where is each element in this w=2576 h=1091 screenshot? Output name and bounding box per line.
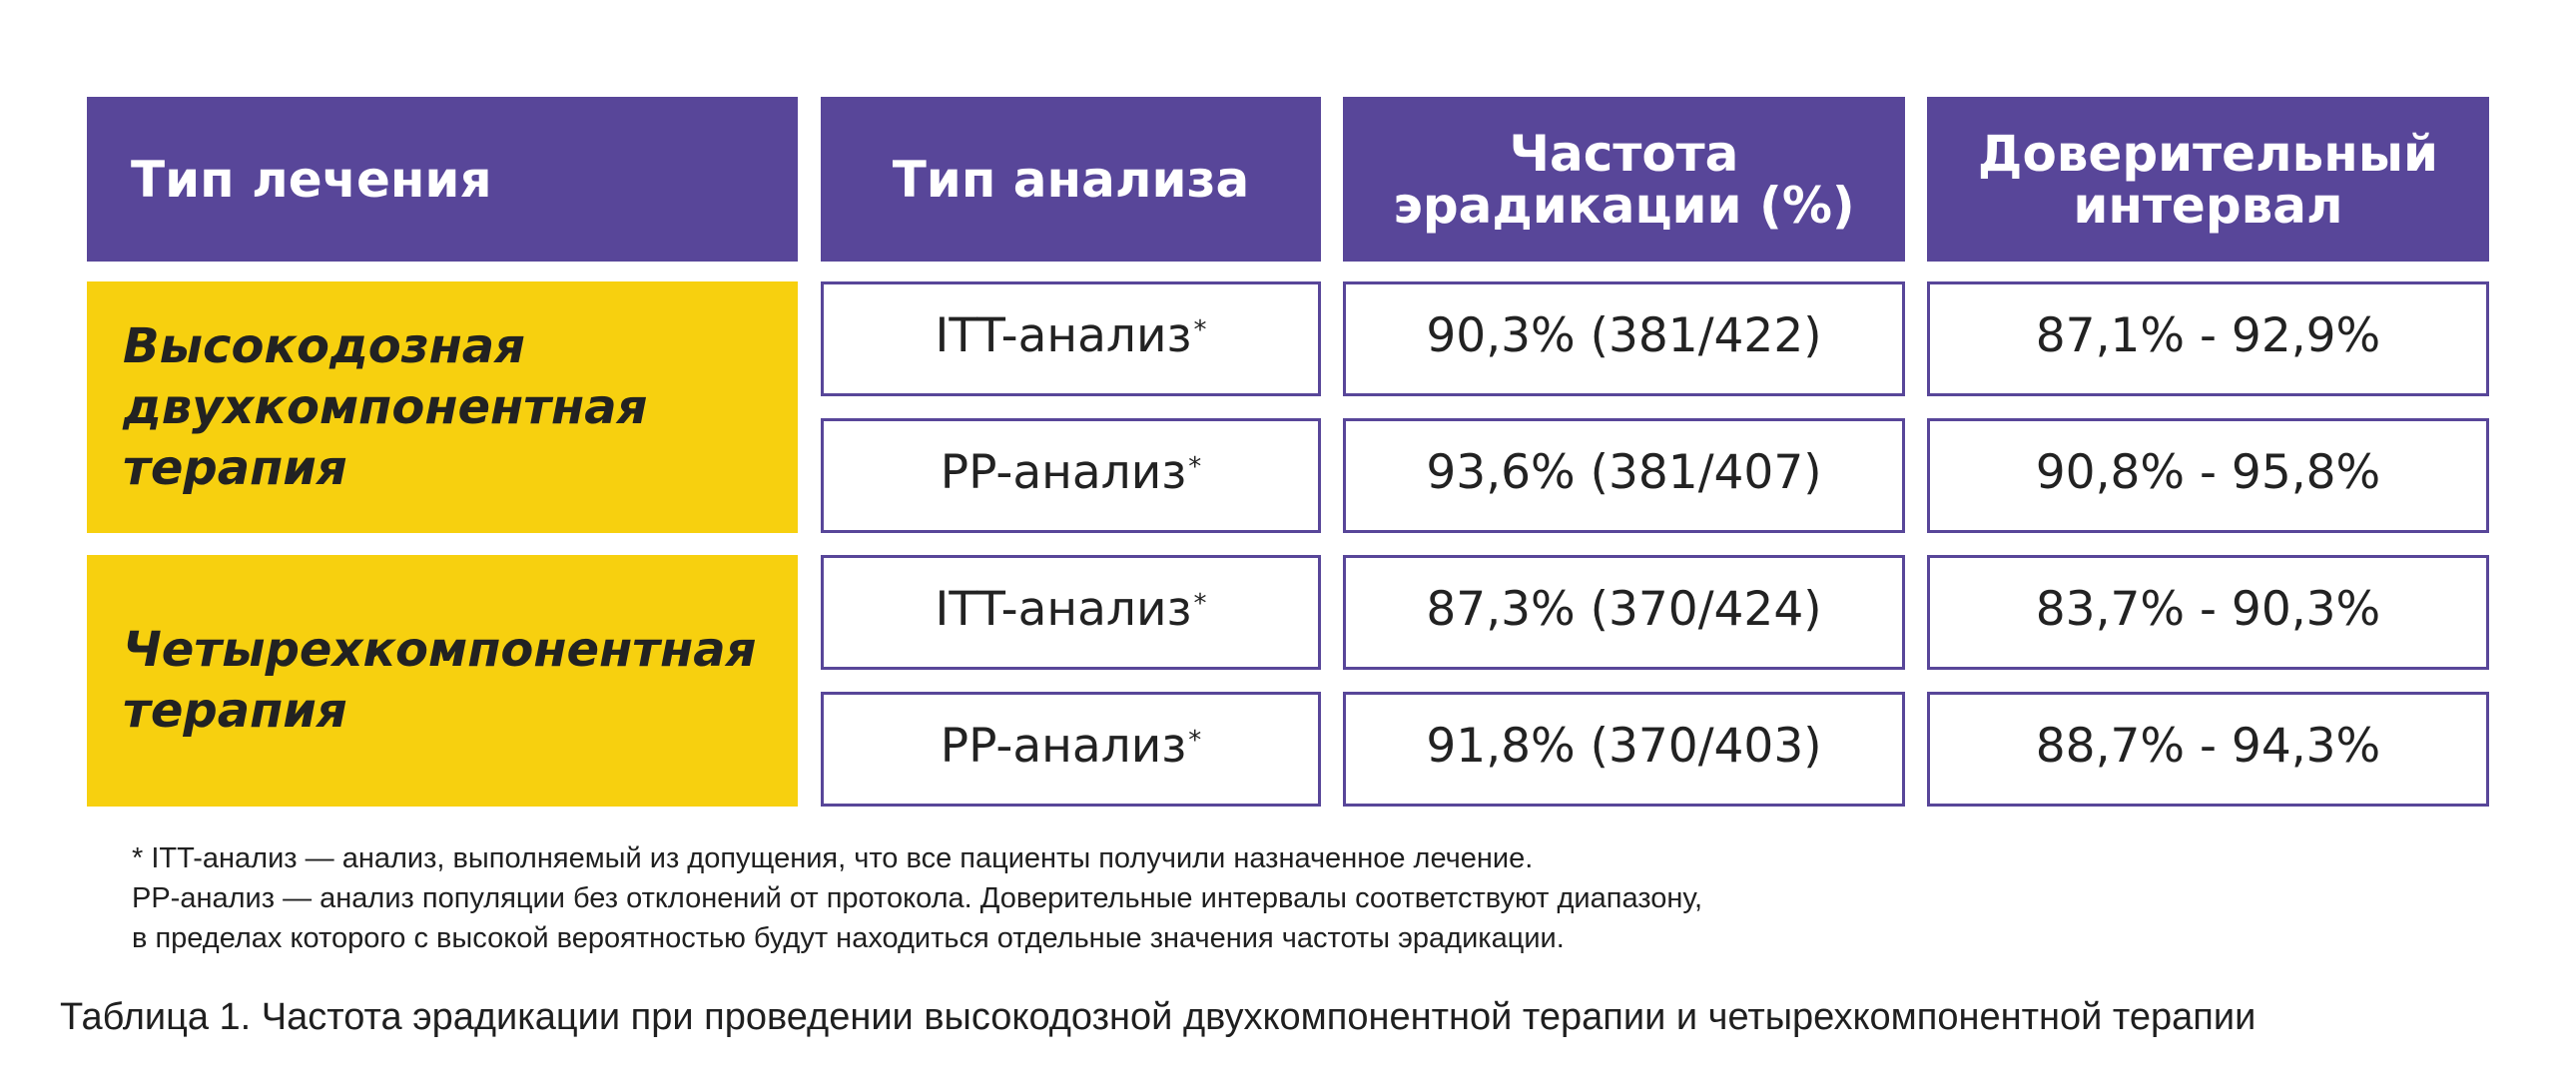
table-caption: Таблица 1. Частота эрадикации при провед… xyxy=(60,996,2256,1038)
table-cell-ci: 90,8% - 95,8% xyxy=(1927,418,2489,533)
group-name-line: двухкомпонентная xyxy=(123,378,648,435)
table-cell-rate: 93,6% (381/407) xyxy=(1343,418,1905,533)
analysis-label: ITT-анализ xyxy=(935,582,1192,637)
analysis-label: ITT-анализ xyxy=(935,308,1192,363)
rate-value: 90,3% (381/422) xyxy=(1426,308,1822,363)
header-eradication-rate: Частота эрадикации (%) xyxy=(1343,97,1905,262)
rate-value: 93,6% (381/407) xyxy=(1426,445,1822,500)
analysis-label: PP-анализ xyxy=(940,719,1187,774)
group-name-line: Четырехкомпонентная xyxy=(123,622,757,678)
ci-value: 83,7% - 90,3% xyxy=(2035,582,2381,637)
analysis-label: PP-анализ xyxy=(940,445,1187,500)
header-confidence-interval-line1: Доверительный xyxy=(1977,124,2439,183)
group-high-dose-dual-therapy: Высокодозная двухкомпонентная терапия xyxy=(87,281,798,533)
rate-value: 91,8% (370/403) xyxy=(1426,719,1822,774)
header-treatment-type: Тип лечения xyxy=(87,97,798,262)
footnote-mark: * xyxy=(1193,588,1207,619)
group-name-line: терапия xyxy=(123,683,347,739)
rate-value: 87,3% (370/424) xyxy=(1426,582,1822,637)
table-cell-ci: 83,7% - 90,3% xyxy=(1927,555,2489,670)
table-cell-ci: 88,7% - 94,3% xyxy=(1927,692,2489,807)
group-quadruple-therapy: Четырехкомпонентная терапия xyxy=(87,555,798,807)
header-analysis-type: Тип анализа xyxy=(821,97,1321,262)
group-name-line: Высокодозная xyxy=(123,317,525,374)
table-cell-analysis: PP-анализ * xyxy=(821,692,1321,807)
header-confidence-interval-line2: интервал xyxy=(2073,176,2343,235)
footnote-line: в пределах которого с высокой вероятност… xyxy=(132,922,1565,954)
ci-value: 88,7% - 94,3% xyxy=(2035,719,2381,774)
footnote-mark: * xyxy=(1193,314,1207,345)
group-name-line: терапия xyxy=(123,439,347,496)
table-cell-rate: 91,8% (370/403) xyxy=(1343,692,1905,807)
table-cell-rate: 87,3% (370/424) xyxy=(1343,555,1905,670)
table-cell-analysis: ITT-анализ * xyxy=(821,555,1321,670)
footnote-mark: * xyxy=(1188,725,1202,756)
footnote-line: * ITT-анализ — анализ, выполняемый из до… xyxy=(132,842,1534,874)
header-treatment-type-label: Тип лечения xyxy=(131,150,492,209)
ci-value: 90,8% - 95,8% xyxy=(2035,445,2381,500)
table-cell-ci: 87,1% - 92,9% xyxy=(1927,281,2489,396)
ci-value: 87,1% - 92,9% xyxy=(2035,308,2381,363)
table-cell-rate: 90,3% (381/422) xyxy=(1343,281,1905,396)
header-eradication-rate-line1: Частота xyxy=(1509,124,1739,183)
header-eradication-rate-line2: эрадикации (%) xyxy=(1393,176,1855,235)
header-analysis-type-label: Тип анализа xyxy=(892,150,1250,209)
footnote-line: PP-анализ — анализ популяции без отклоне… xyxy=(132,882,1703,914)
table-cell-analysis: ITT-анализ * xyxy=(821,281,1321,396)
header-confidence-interval: Доверительный интервал xyxy=(1927,97,2489,262)
table-cell-analysis: PP-анализ * xyxy=(821,418,1321,533)
footnote-mark: * xyxy=(1188,451,1202,482)
